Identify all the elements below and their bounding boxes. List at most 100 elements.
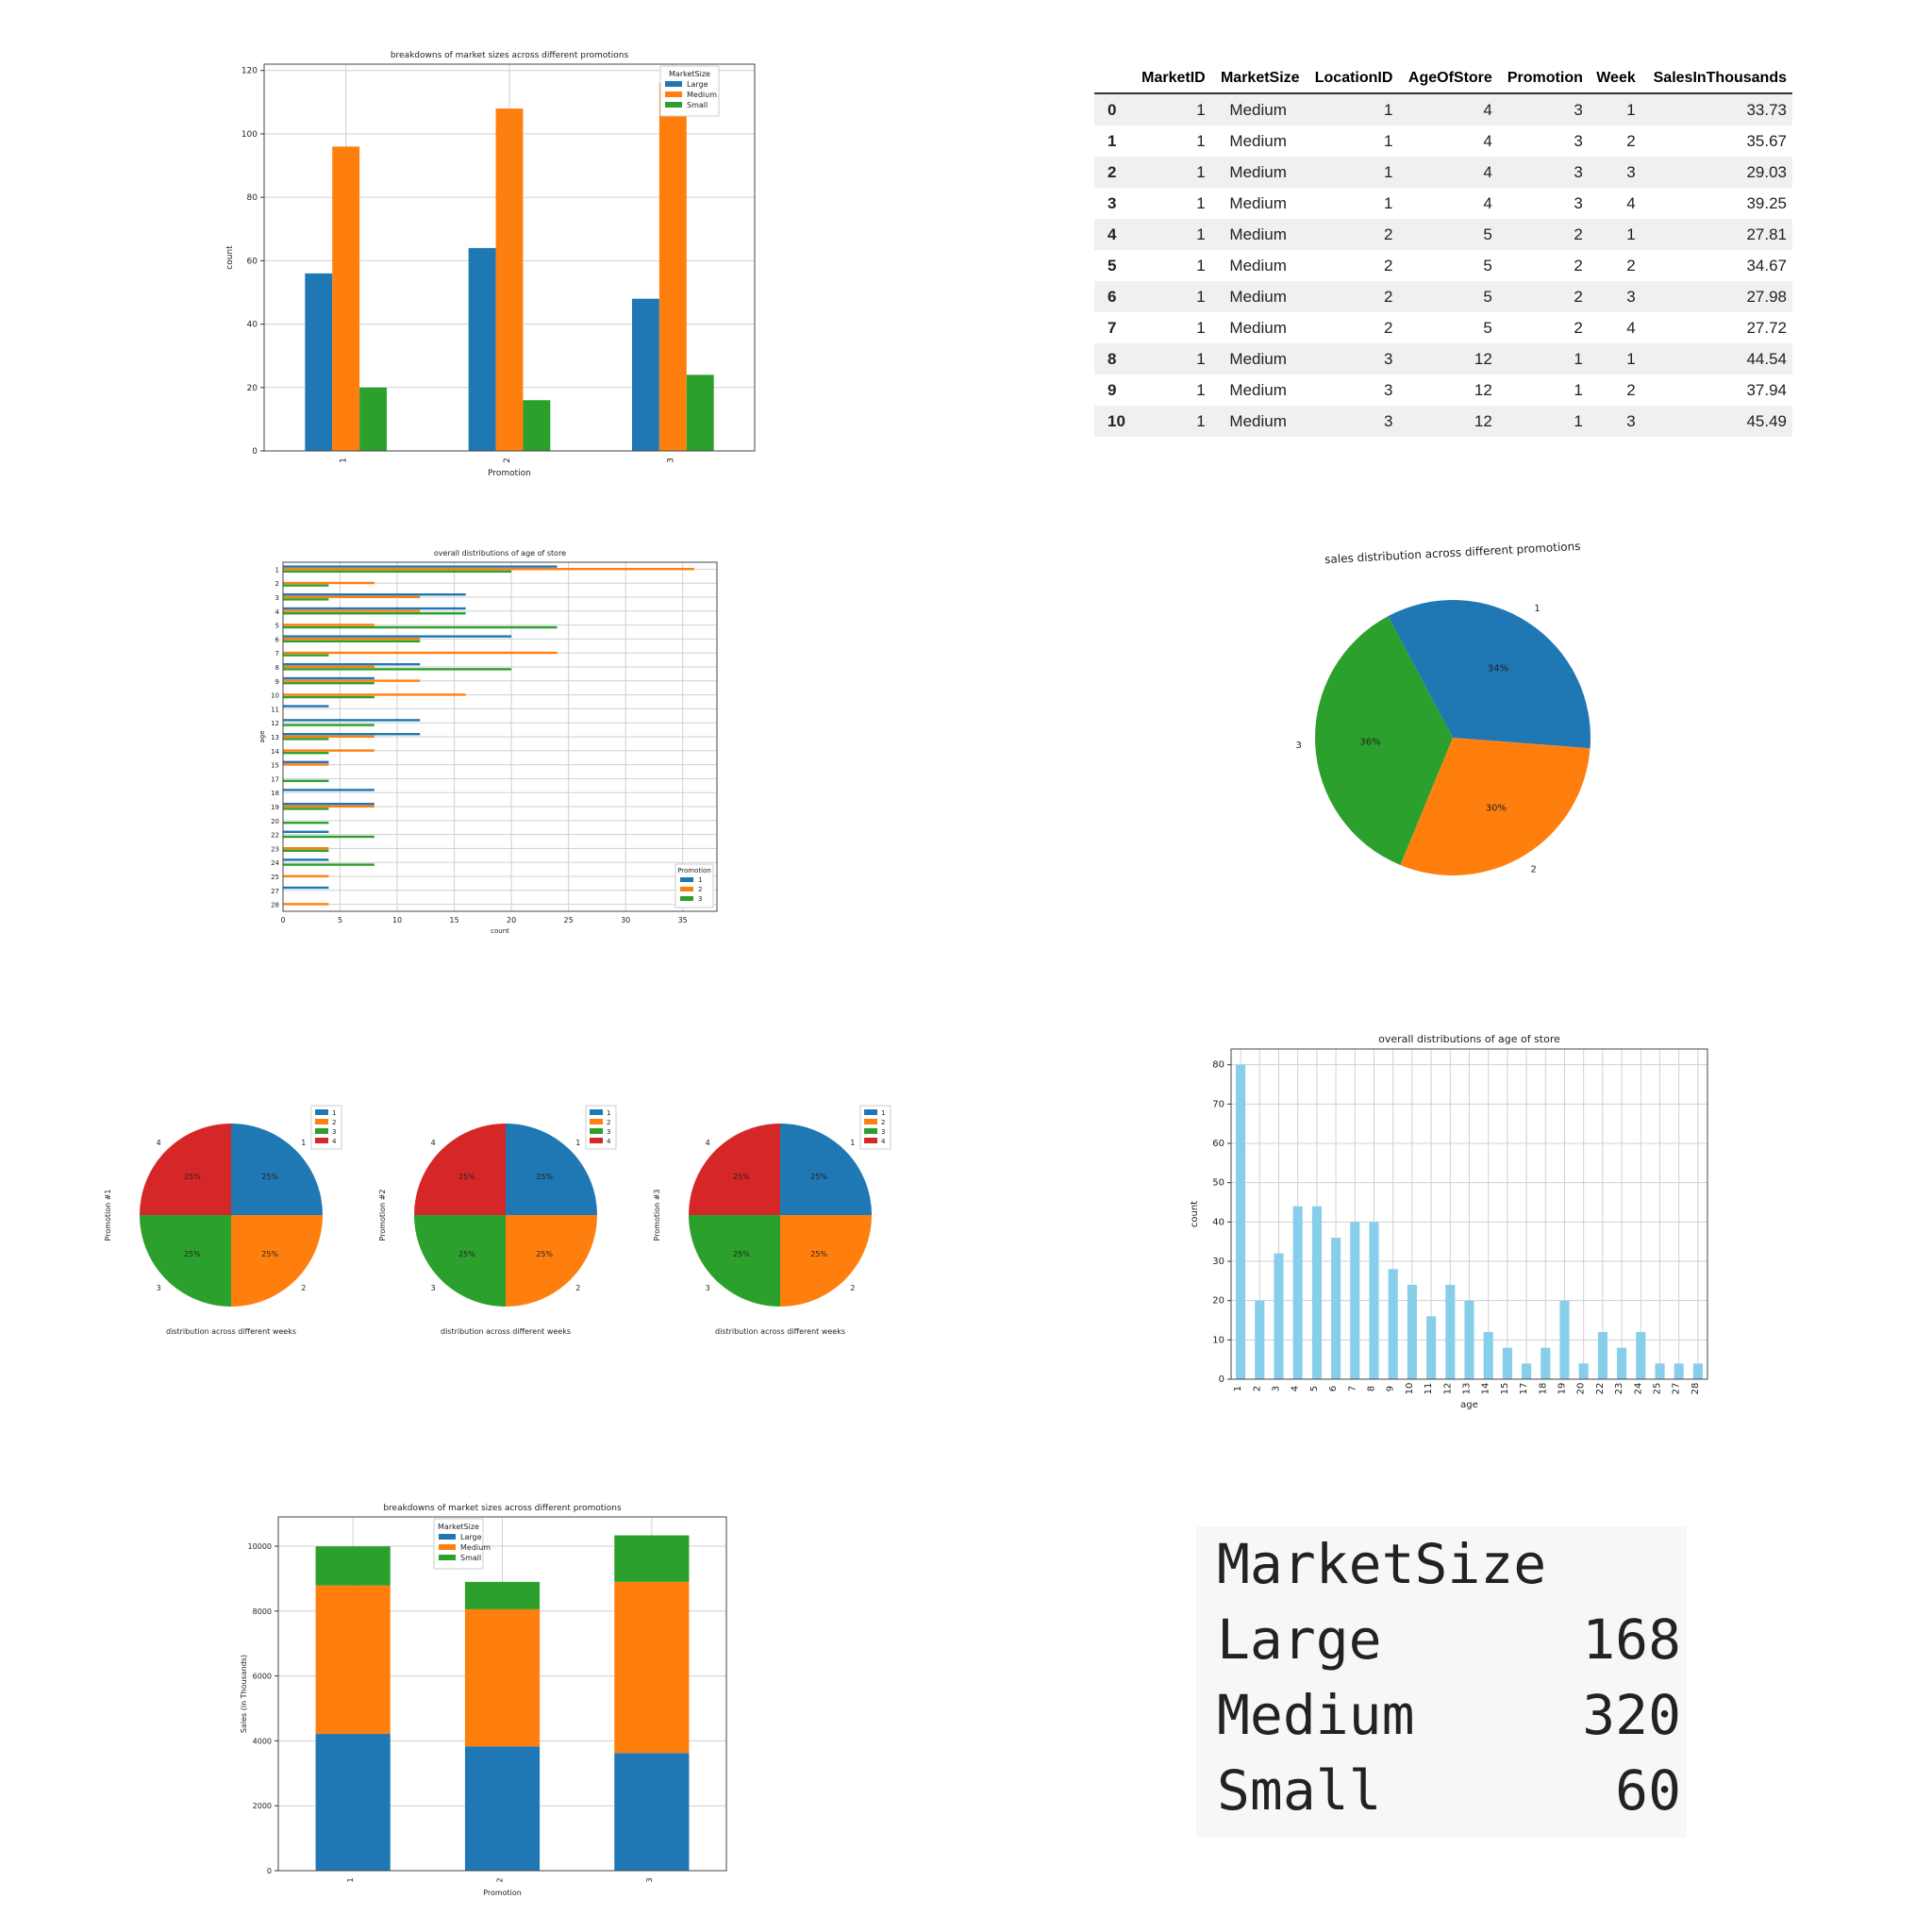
x-tick-label: 1 (340, 458, 349, 463)
y-tick-label: 24 (271, 859, 279, 867)
value-counts-row: Medium 320 (1196, 1677, 1687, 1753)
column-header (1094, 62, 1133, 94)
table-cell: 12 (1398, 406, 1498, 437)
x-tick-label: 11 (1424, 1383, 1434, 1395)
bar (658, 83, 687, 451)
pie-slice-label: 4 (157, 1139, 161, 1147)
table-cell: 1 (1383, 131, 1393, 150)
x-tick-label: 25 (564, 916, 574, 924)
column-header: Promotion (1497, 62, 1589, 94)
weeks-pie-promotion-2: 25% 1 25% 2 25% 3 25% 4 Promotion #2 distribution… (378, 1105, 617, 1336)
y-tick-label: 8 (275, 664, 279, 672)
legend-title: MarketSize (669, 70, 710, 78)
legend-title: Promotion (677, 867, 711, 874)
y-axis-label: Promotion #2 (378, 1189, 387, 1241)
bar (283, 705, 329, 708)
weeks-pie-promotion-1: 25% 1 25% 2 25% 3 25% 4 Promotion #1 distribution… (104, 1105, 342, 1336)
x-tick-label: 1 (1233, 1386, 1243, 1391)
chart-title: breakdowns of market sizes across differ… (391, 51, 629, 60)
bar (283, 693, 466, 696)
pie-percent-label: 30% (1486, 804, 1507, 814)
bar (495, 108, 524, 451)
table-cell: Medium (1229, 193, 1287, 212)
pie-slice (780, 1215, 872, 1307)
table-cell: 27.98 (1641, 281, 1792, 312)
bar (283, 612, 466, 615)
bar (359, 387, 387, 451)
pie-slice (414, 1124, 506, 1215)
y-tick-label: 6 (275, 636, 280, 643)
bar (283, 635, 512, 638)
pie-slice-label: 1 (1534, 604, 1540, 614)
pie-percent-label: 25% (536, 1173, 553, 1181)
column-header: AgeOfStore (1398, 62, 1498, 94)
x-tick-label: 10 (1405, 1383, 1415, 1395)
y-tick-label: 23 (271, 845, 279, 853)
legend-label: 2 (607, 1119, 610, 1126)
legend-swatch (590, 1138, 603, 1143)
table-cell: 1 (1305, 157, 1399, 188)
table-cell: 29.03 (1641, 157, 1792, 188)
table-row: 4 1 Medium 2 5 2 1 27.81 (1094, 219, 1792, 250)
bar (283, 654, 329, 657)
y-tick-label: 20 (271, 818, 279, 825)
table-cell: 37.94 (1746, 380, 1787, 399)
pie-slice-label: 1 (301, 1139, 306, 1147)
bar (523, 400, 551, 451)
table-cell: 4 (1483, 193, 1492, 212)
pie-slice-label: 4 (706, 1139, 710, 1147)
legend-label: 3 (698, 895, 702, 903)
pie-slice (231, 1124, 323, 1215)
legend-swatch (439, 1544, 456, 1550)
bar (1502, 1347, 1512, 1379)
y-tick-label: 40 (247, 321, 258, 330)
bar (614, 1753, 690, 1871)
bar (283, 638, 421, 641)
x-tick-label: 18 (1538, 1383, 1548, 1395)
legend-label: 1 (607, 1109, 610, 1117)
row-index-cell: 0 (1094, 93, 1133, 125)
bar (1522, 1363, 1532, 1379)
y-tick-label: 20 (1212, 1296, 1224, 1307)
table-cell: 1 (1588, 219, 1641, 250)
x-tick-label: 15 (1500, 1383, 1510, 1395)
legend-swatch (864, 1119, 877, 1124)
bar (283, 663, 421, 666)
x-tick-label: 3 (666, 458, 675, 463)
table-cell: 4 (1626, 318, 1636, 337)
x-tick-label: 25 (1653, 1383, 1663, 1395)
y-tick-label: 2000 (253, 1802, 272, 1810)
y-tick-label: 20 (247, 384, 258, 393)
pie-slice-label: 3 (706, 1284, 710, 1292)
bar (283, 598, 329, 601)
legend-label: 3 (607, 1128, 610, 1136)
legend-label: Small (460, 1554, 481, 1562)
bar (283, 565, 558, 568)
table-cell: 1 (1305, 93, 1399, 125)
bar (283, 668, 512, 671)
table-cell: 3 (1383, 380, 1393, 399)
column-header: MarketSize (1210, 62, 1306, 94)
legend-label: 1 (332, 1109, 336, 1117)
bar (315, 1585, 391, 1735)
bar (332, 146, 360, 451)
legend-swatch (315, 1109, 328, 1115)
bar (464, 1746, 541, 1871)
table-row: 1 1 Medium 1 4 3 2 35.67 (1094, 125, 1792, 157)
pie-percent-label: 25% (184, 1250, 201, 1258)
table-cell: 1 (1497, 406, 1589, 437)
sales-data-table: MarketID MarketSize LocationID AgeOfStore Pr… (1094, 62, 1792, 437)
y-tick-label: 4 (275, 608, 280, 616)
table-cell: 3 (1497, 93, 1589, 125)
table-cell: Medium (1210, 93, 1306, 125)
table-cell: 39.25 (1746, 193, 1787, 212)
legend-label: Large (460, 1533, 482, 1541)
bar (468, 247, 496, 451)
bar (283, 763, 329, 766)
x-tick-label: 19 (1557, 1383, 1568, 1395)
x-tick-label: 30 (621, 916, 630, 924)
x-tick-label: 5 (1309, 1386, 1320, 1391)
table-cell: 1 (1132, 281, 1211, 312)
legend-label: 3 (332, 1128, 336, 1136)
